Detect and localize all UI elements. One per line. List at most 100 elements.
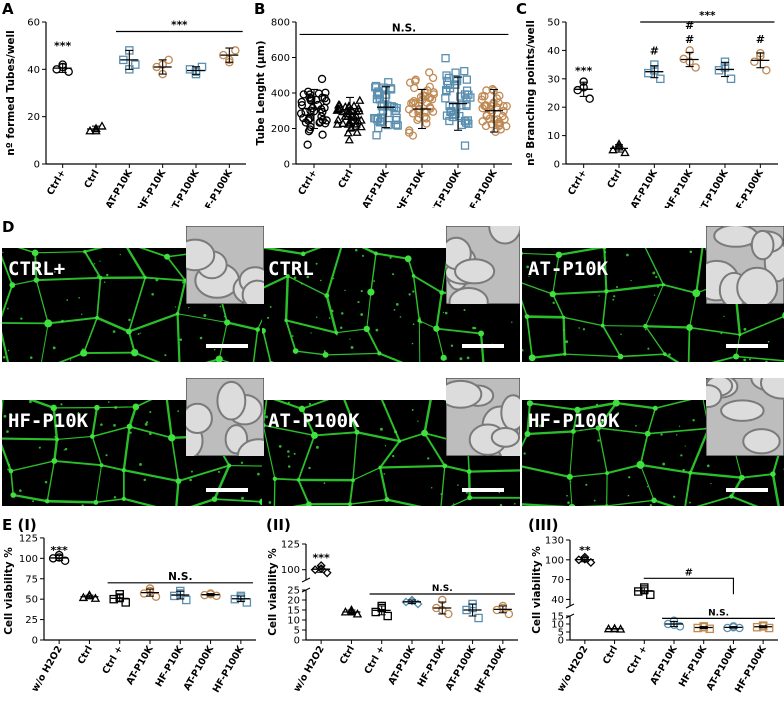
series-group: [574, 552, 596, 567]
y-tick-label: 50: [547, 18, 560, 29]
vessel: [284, 274, 289, 322]
vessel: [297, 478, 310, 506]
vessel-node: [284, 318, 288, 323]
vessel-node: [549, 290, 556, 298]
cell-dot: [395, 303, 399, 306]
vessel: [576, 401, 618, 412]
vessel: [335, 328, 368, 334]
phase-contrast-inset: [706, 378, 784, 456]
cell-dot: [181, 281, 185, 284]
vessel: [564, 353, 622, 358]
vessel: [83, 248, 104, 253]
vessel-node: [143, 276, 147, 280]
vessel: [273, 400, 304, 410]
vessel: [423, 400, 432, 435]
vessel-node: [300, 251, 306, 257]
vessel-node: [298, 405, 306, 413]
vessel-network: [522, 248, 784, 362]
vessel-node: [363, 325, 370, 333]
y-tick-label: 0: [284, 160, 290, 171]
y-tick-label: 125: [281, 540, 300, 551]
vessel-node: [605, 504, 609, 506]
significance-label: N.S.: [708, 608, 729, 618]
vessel: [644, 248, 665, 286]
data-point: [447, 106, 456, 116]
vessel: [122, 425, 131, 472]
y-axis-label: nº Branching points/well: [525, 20, 537, 166]
x-tick-label: HF-P100K: [464, 167, 500, 208]
vessel-node: [374, 251, 378, 256]
micrograph-at-p10k: AT-P10K: [522, 248, 784, 362]
cell-dot: [567, 501, 570, 504]
cell-dot: [287, 450, 290, 453]
vessel: [96, 276, 102, 319]
vessel-node: [467, 495, 473, 501]
significance-label: N.S.: [432, 584, 453, 594]
x-tick-label: Ctrl +: [625, 644, 650, 676]
vessel: [652, 499, 676, 506]
x-tick-label: AT-P10K: [629, 167, 660, 208]
vessel: [443, 464, 471, 473]
vessel: [740, 473, 774, 479]
vessel-node: [563, 352, 567, 356]
vessel: [218, 358, 231, 362]
cell-dot: [38, 446, 41, 449]
vessel: [739, 315, 784, 336]
y-tick-label: 0: [32, 636, 38, 647]
cell-dot: [267, 316, 270, 319]
cell-dot: [81, 348, 85, 352]
inset-cell-region: [706, 384, 723, 408]
inset-cell-region: [742, 428, 781, 455]
vessel: [619, 353, 666, 358]
data-point: [301, 118, 311, 127]
vessel-node: [568, 503, 576, 506]
x-tick-label: HF-P100K: [199, 167, 235, 208]
data-point: [442, 111, 452, 120]
vessel: [177, 464, 231, 483]
vessel: [525, 315, 565, 319]
x-tick-label: Ctrl+: [566, 168, 589, 197]
x-tick-label: HF-P100K: [730, 167, 766, 208]
y-tick-label: 100: [281, 565, 300, 576]
inset-cell-region: [490, 426, 520, 448]
cell-dot: [656, 285, 659, 288]
vessel-node: [612, 400, 620, 407]
significance-label: ***: [171, 19, 188, 31]
data-point: [351, 110, 361, 119]
data-point: [413, 115, 422, 125]
data-point: [420, 112, 429, 122]
cell-dot: [78, 297, 80, 299]
vessel: [128, 276, 147, 333]
cell-dot: [287, 465, 291, 468]
vessel-node: [296, 478, 301, 482]
vessel-node: [605, 471, 610, 476]
x-tick-label: Ctrl +: [362, 644, 387, 676]
vessel: [273, 478, 276, 506]
vessel: [526, 402, 531, 436]
cell-dot: [310, 332, 312, 334]
significance-label: ***: [54, 40, 72, 53]
cell-dot: [81, 313, 83, 315]
cell-dot: [748, 358, 751, 361]
vessel: [17, 248, 36, 254]
cell-dot: [399, 316, 402, 318]
vessel: [91, 425, 131, 438]
data-point: [297, 101, 307, 110]
phase-contrast-inset: [446, 226, 520, 304]
cell-dot: [649, 504, 653, 506]
inset-cell-region: [216, 380, 247, 421]
x-tick-label: AT-P10K: [648, 643, 679, 686]
cell-dot: [20, 317, 23, 320]
vessel: [313, 431, 358, 437]
cell-dot: [330, 309, 334, 313]
y-tick-label: 600: [271, 53, 290, 64]
vessel-node: [439, 290, 445, 296]
data-point: [495, 121, 504, 131]
inset-cell-region: [760, 378, 784, 400]
cell-dot: [344, 289, 346, 292]
vessel: [467, 469, 520, 473]
data-point: [343, 128, 353, 137]
cell-dot: [765, 360, 768, 362]
cell-dot: [155, 278, 159, 282]
cell-dot: [655, 275, 658, 278]
